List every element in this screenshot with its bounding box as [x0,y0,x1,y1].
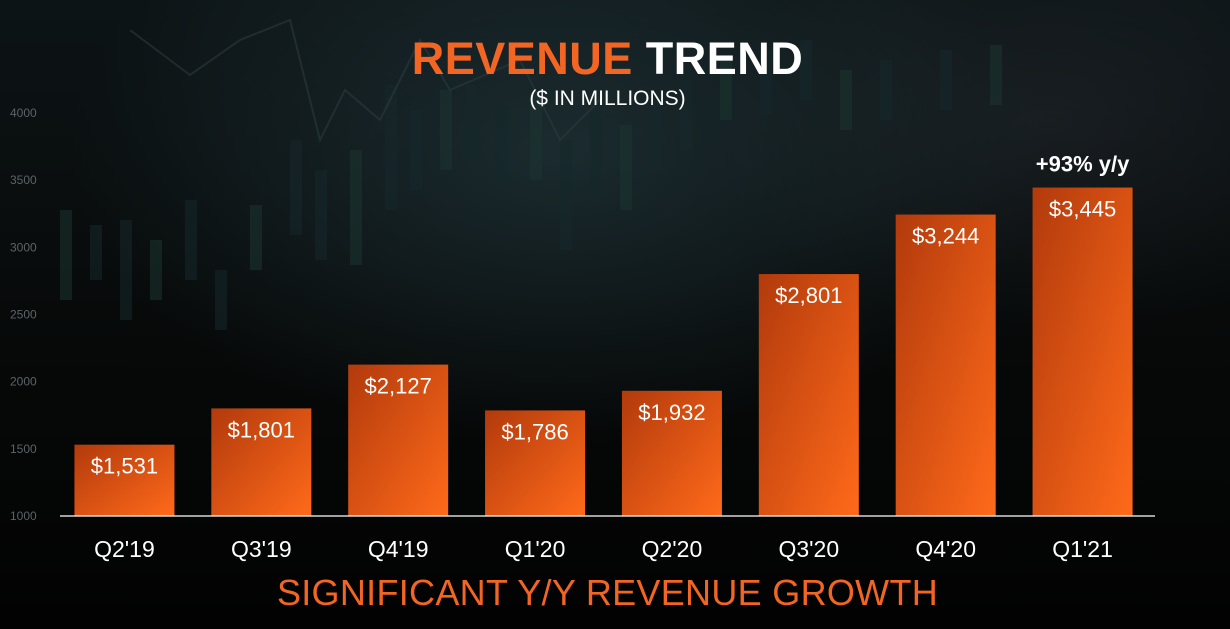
background-candle [680,80,692,150]
background-candle [215,270,227,330]
background-candle [800,40,812,100]
background-candle [760,50,772,115]
bar [348,364,449,516]
background-candle [440,90,452,170]
background-candle [410,110,422,190]
bar-value-label: $1,932 [638,400,705,425]
background-candle [250,205,262,270]
background-trendline [129,18,601,143]
background-candle [120,220,132,320]
bar [1032,187,1133,516]
background-candle [880,60,892,120]
bar [211,408,312,516]
background-candle [720,55,732,120]
y-tick-label: 1000 [10,509,37,523]
bar [485,410,586,516]
background-candle [840,70,852,130]
x-category-label: Q3'19 [231,536,292,562]
background-candle [590,110,602,200]
bar [758,274,859,516]
footer-headline: SIGNIFICANT Y/Y REVENUE GROWTH [276,572,939,613]
y-tick-label: 2000 [10,375,37,389]
background-candle [385,85,397,210]
background-candle [530,95,542,180]
bar-value-label: $3,445 [1049,197,1116,222]
bar-value-label: $3,244 [912,224,979,249]
x-category-label: Q4'20 [915,536,976,562]
background-candle [560,140,572,250]
background-candle [60,210,72,300]
background-candle [315,170,327,260]
background-candlesticks [60,18,1002,330]
x-category-label: Q1'21 [1052,536,1113,562]
background-candle [990,45,1002,105]
chart-subtitle: ($ IN MILLIONS) [529,87,686,110]
bar [895,214,996,516]
y-tick-label: 3000 [10,240,37,254]
bar [74,444,175,516]
bar-value-label: $1,801 [228,417,295,442]
bar [621,390,722,516]
bar-value-label: $2,127 [365,374,432,399]
background-candle [495,105,507,190]
y-tick-label: 3500 [10,173,37,187]
x-category-label: Q2'19 [94,536,155,562]
x-category-label: Q1'20 [505,536,566,562]
background-candle [940,50,952,110]
x-category-label: Q4'19 [368,536,429,562]
background-candle [350,150,362,265]
chart-title: REVENUE TREND [0,33,1215,85]
title-word-revenue: REVENUE [411,33,633,84]
x-category-label: Q2'20 [642,536,703,562]
background-candle [620,125,632,210]
x-category-label: Q3'20 [778,536,839,562]
y-tick-label: 4000 [10,106,37,120]
y-tick-label: 2500 [10,308,37,322]
background-candle [90,225,102,280]
background-candle [290,140,302,235]
background-candle [650,90,662,170]
bar-value-label: $1,786 [501,419,568,444]
growth-annotation: +93% y/y [1036,152,1130,177]
title-word-trend: TREND [645,33,804,84]
bar-value-label: $1,531 [91,454,158,479]
background-candle [465,85,477,160]
background-candle [185,200,197,280]
bar-value-label: $2,801 [775,283,842,308]
background-candle [150,240,162,300]
y-tick-label: 1500 [10,442,37,456]
